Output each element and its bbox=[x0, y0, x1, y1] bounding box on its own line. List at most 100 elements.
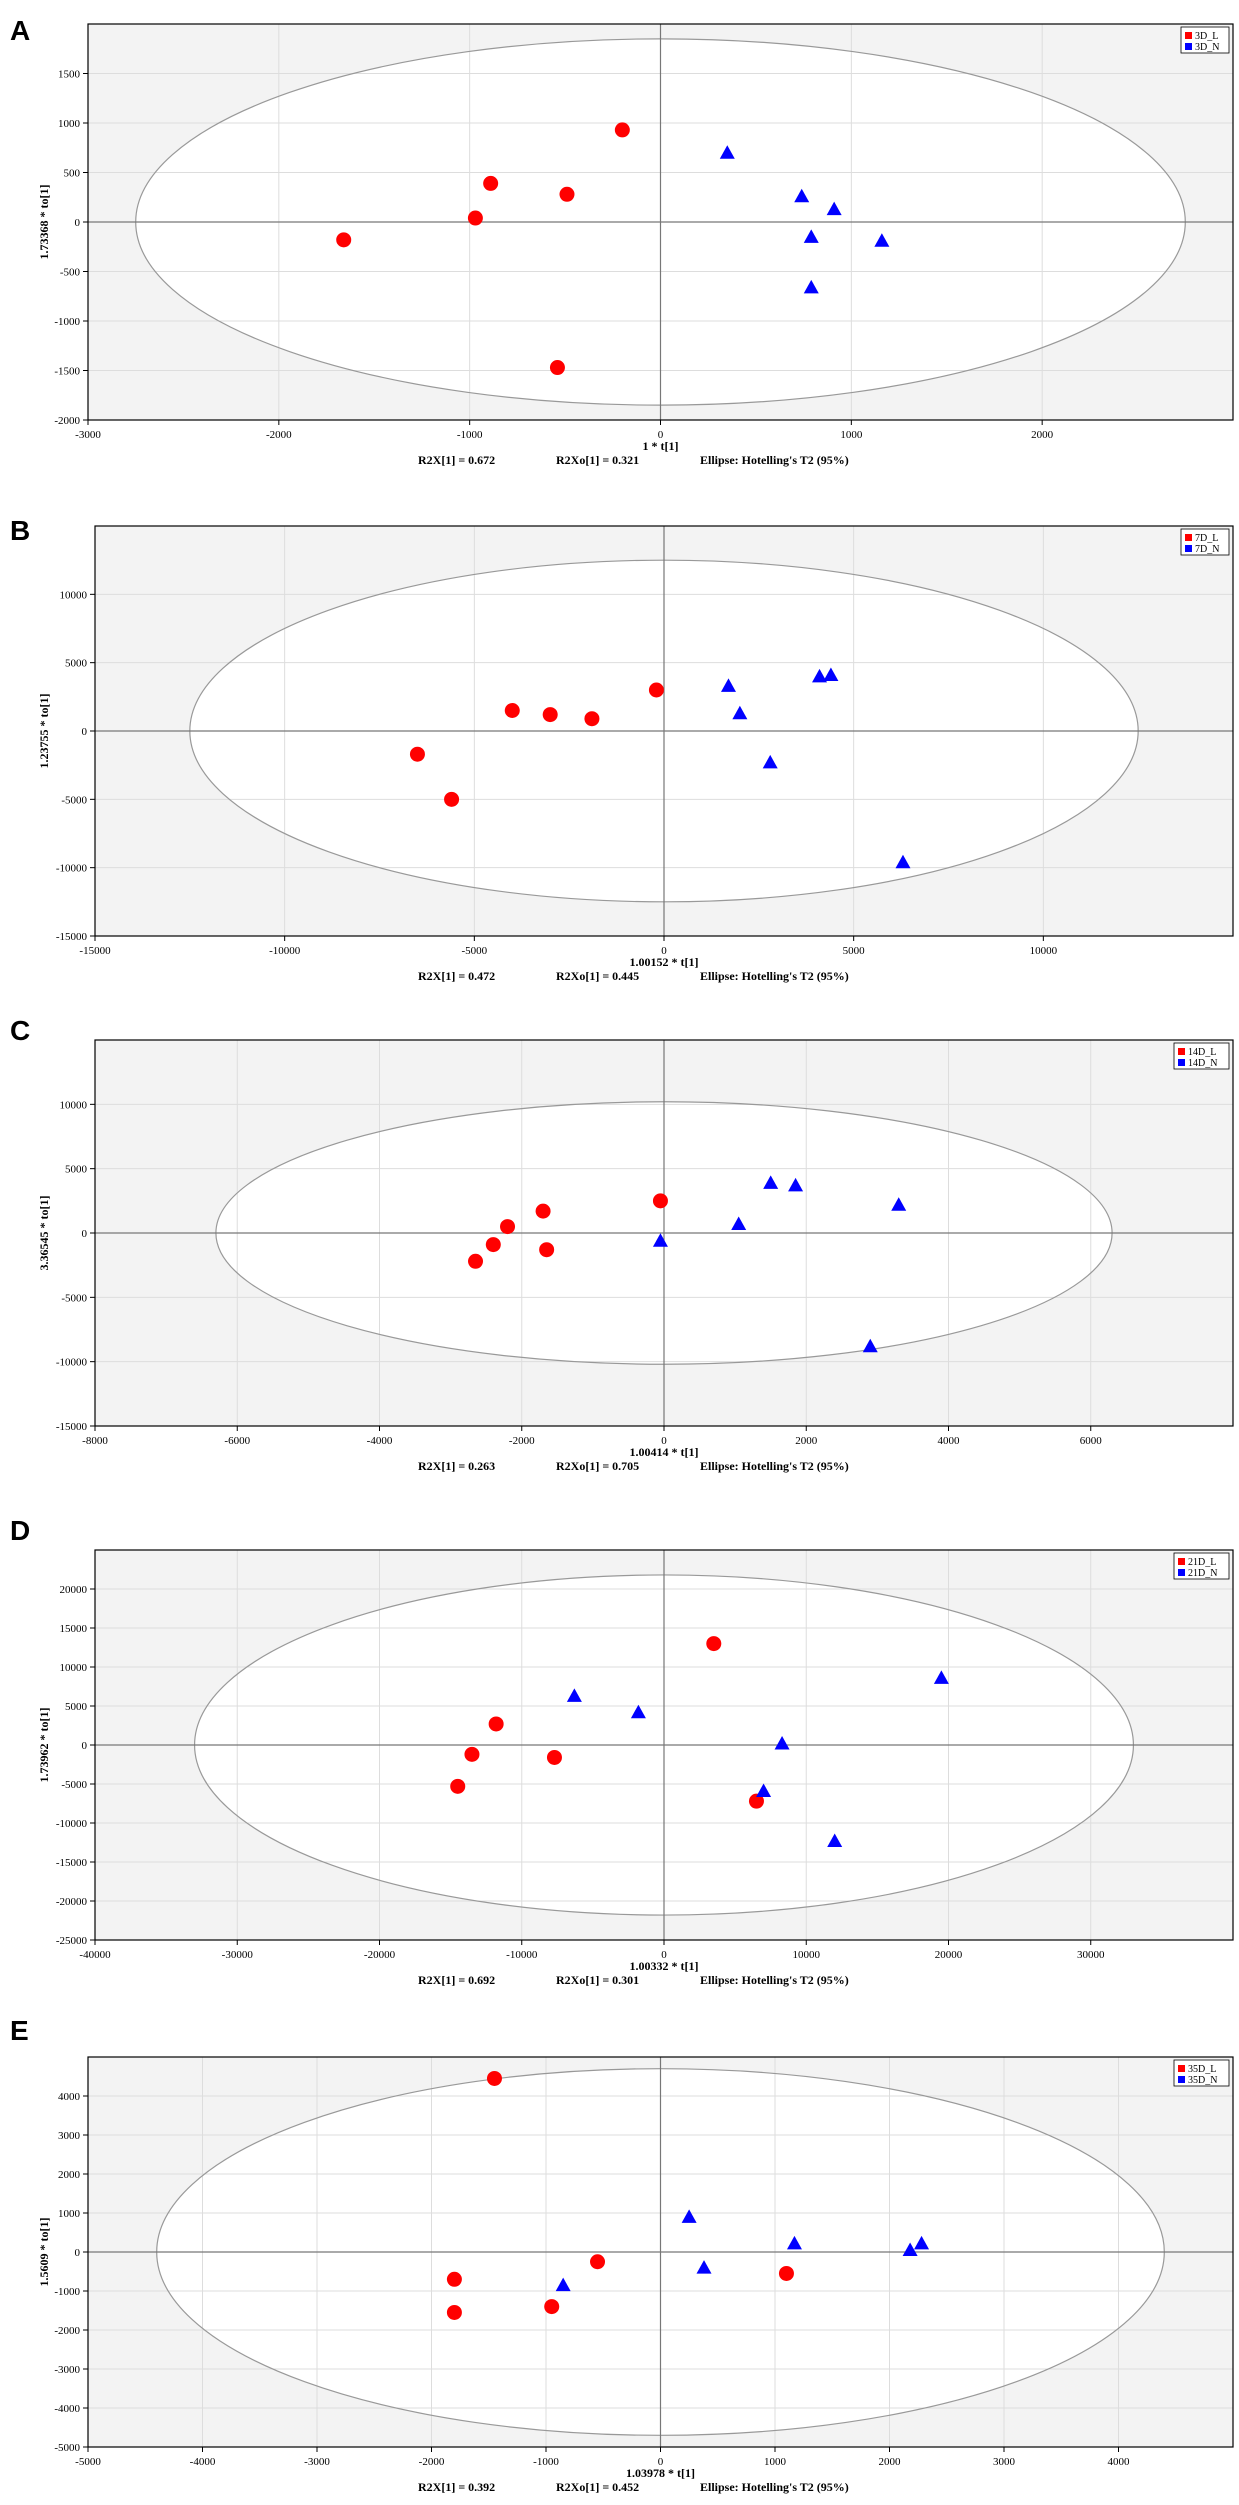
x-tick-label: 4000 bbox=[938, 1435, 961, 1447]
point-14d-l bbox=[535, 1203, 551, 1219]
y-tick-label: -10000 bbox=[56, 1357, 88, 1369]
legend-label: 3D_N bbox=[1195, 42, 1219, 53]
x-tick-label: 0 bbox=[658, 429, 664, 441]
y-tick-label: -2000 bbox=[54, 2325, 80, 2337]
y-tick-label: -3000 bbox=[54, 2364, 80, 2376]
x-tick-label: 0 bbox=[661, 1435, 667, 1447]
point-21d-n bbox=[933, 1670, 949, 1684]
point-14d-n bbox=[891, 1197, 907, 1211]
point-7d-l bbox=[504, 703, 520, 718]
x-tick-label: 2000 bbox=[795, 1435, 818, 1447]
r2x-stat: R2X[1] = 0.263 bbox=[418, 1459, 495, 1473]
point-14d-n bbox=[763, 1175, 779, 1189]
y-tick-label: -15000 bbox=[56, 931, 88, 943]
point-21d-n bbox=[774, 1735, 790, 1750]
legend-label: 14D_N bbox=[1188, 1058, 1217, 1069]
y-tick-label: 0 bbox=[75, 2247, 81, 2259]
y-tick-label: -5000 bbox=[61, 794, 87, 806]
legend-label: 7D_N bbox=[1195, 544, 1219, 555]
x-tick-label: 3000 bbox=[993, 2456, 1016, 2468]
point-7d-n bbox=[762, 754, 778, 769]
ellipse-stat: Ellipse: Hotelling's T2 (95%) bbox=[700, 2480, 849, 2494]
y-tick-label: 500 bbox=[64, 168, 81, 180]
r2xo-stat: R2Xo[1] = 0.452 bbox=[556, 2480, 639, 2494]
legend-label: 14D_L bbox=[1188, 1047, 1216, 1058]
y-tick-label: -1000 bbox=[54, 316, 80, 328]
r2xo-stat: R2Xo[1] = 0.705 bbox=[556, 1459, 639, 1473]
point-3d-n bbox=[719, 145, 735, 159]
point-35d-n bbox=[555, 2277, 571, 2292]
point-14d-n bbox=[731, 1216, 747, 1230]
x-tick-label: -20000 bbox=[364, 1949, 396, 1961]
point-21d-n bbox=[827, 1833, 843, 1847]
x-tick-label: -40000 bbox=[79, 1949, 111, 1961]
y-axis-label: 1.73368 * to[1] bbox=[37, 185, 51, 260]
x-tick-label: -2000 bbox=[509, 1435, 535, 1447]
point-21d-n bbox=[630, 1704, 646, 1719]
point-7d-n bbox=[720, 678, 736, 692]
x-tick-label: -1000 bbox=[457, 429, 483, 441]
x-tick-label: 2000 bbox=[1031, 429, 1054, 441]
legend-swatch bbox=[1185, 32, 1192, 39]
y-tick-label: 20000 bbox=[60, 1584, 88, 1596]
point-35d-l bbox=[446, 2304, 462, 2320]
x-tick-label: -3000 bbox=[75, 429, 101, 441]
point-21d-n bbox=[756, 1783, 772, 1798]
x-tick-label: 30000 bbox=[1077, 1949, 1105, 1961]
y-tick-label: 3000 bbox=[58, 2130, 81, 2142]
x-tick-label: -5000 bbox=[461, 945, 487, 957]
legend-swatch bbox=[1178, 1569, 1185, 1576]
y-tick-label: -500 bbox=[60, 267, 81, 279]
y-tick-label: -25000 bbox=[56, 1935, 88, 1947]
y-tick-label: -1500 bbox=[54, 366, 80, 378]
x-tick-label: -10000 bbox=[269, 945, 301, 957]
legend-label: 35D_N bbox=[1188, 2075, 1217, 2086]
point-3d-l bbox=[559, 186, 575, 202]
y-axis-label: 3.36545 * to[1] bbox=[37, 1196, 51, 1271]
x-axis-label: 1.00332 * t[1] bbox=[630, 1959, 699, 1973]
x-tick-label: 5000 bbox=[843, 945, 866, 957]
chart-panel-e: E -5000 -4000 -3000 -2000 -1000 0 1000 2000 3000 4… bbox=[10, 2015, 1234, 2494]
x-tick-label: -30000 bbox=[222, 1949, 254, 1961]
x-tick-label: 6000 bbox=[1080, 1435, 1103, 1447]
point-14d-l bbox=[468, 1253, 484, 1269]
point-3d-l bbox=[467, 210, 483, 226]
legend-swatch bbox=[1185, 545, 1192, 552]
point-21d-l bbox=[464, 1746, 480, 1762]
legend-swatch bbox=[1178, 1048, 1185, 1055]
y-tick-label: 1000 bbox=[58, 2208, 81, 2220]
ellipse-stat: Ellipse: Hotelling's T2 (95%) bbox=[700, 969, 849, 983]
point-35d-n bbox=[696, 2260, 712, 2274]
ellipse-stat: Ellipse: Hotelling's T2 (95%) bbox=[700, 453, 849, 467]
y-tick-label: 0 bbox=[75, 217, 81, 229]
y-tick-label: -5000 bbox=[61, 1779, 87, 1791]
y-tick-label: 0 bbox=[82, 1740, 88, 1752]
point-7d-n bbox=[812, 668, 828, 683]
y-tick-label: 0 bbox=[82, 726, 88, 738]
y-axis-label: 1.73962 * to[1] bbox=[37, 1708, 51, 1783]
legend-swatch bbox=[1178, 1059, 1185, 1066]
x-tick-label: -5000 bbox=[75, 2456, 101, 2468]
point-3d-l bbox=[549, 360, 565, 376]
y-tick-label: -10000 bbox=[56, 1818, 88, 1830]
y-tick-label: 10000 bbox=[60, 589, 88, 601]
point-21d-l bbox=[546, 1749, 562, 1765]
y-tick-label: -1000 bbox=[54, 2286, 80, 2298]
legend-swatch bbox=[1178, 2065, 1185, 2072]
y-tick-label: 4000 bbox=[58, 2091, 81, 2103]
point-7d-l bbox=[542, 707, 558, 723]
point-3d-l bbox=[614, 122, 630, 138]
y-axis-label: 1.23755 * to[1] bbox=[37, 694, 51, 769]
point-35d-l bbox=[486, 2070, 502, 2086]
y-tick-label: 5000 bbox=[65, 1701, 88, 1713]
x-tick-label: 1000 bbox=[764, 2456, 787, 2468]
point-21d-l bbox=[450, 1778, 466, 1794]
point-14d-l bbox=[485, 1237, 501, 1253]
x-tick-label: -15000 bbox=[79, 945, 111, 957]
legend-swatch bbox=[1178, 1558, 1185, 1565]
x-tick-label: 2000 bbox=[879, 2456, 902, 2468]
x-tick-label: -4000 bbox=[367, 1435, 393, 1447]
panel-letter: D bbox=[10, 1515, 30, 1546]
point-35d-l bbox=[446, 2271, 462, 2287]
